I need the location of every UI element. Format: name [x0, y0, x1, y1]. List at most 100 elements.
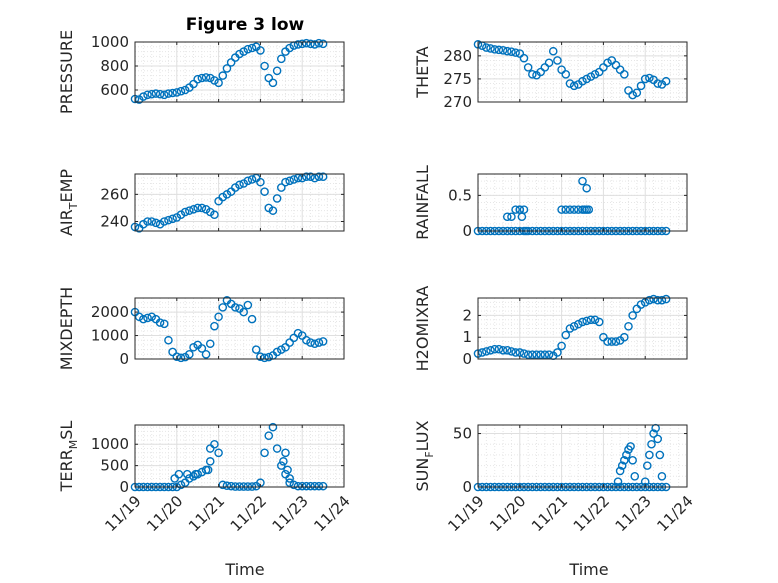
data-point	[164, 215, 173, 225]
data-point	[536, 350, 546, 359]
data-point	[297, 39, 307, 49]
data-point	[645, 73, 654, 83]
data-point	[218, 480, 228, 490]
data-point	[302, 335, 311, 345]
data-point	[268, 422, 278, 432]
data-point	[628, 311, 637, 320]
y-axis-label: THETA	[413, 46, 432, 98]
data-point	[281, 177, 290, 187]
data-point	[603, 337, 612, 346]
x-tick-label: 11/19	[444, 492, 487, 535]
data-point	[285, 338, 294, 347]
data-point	[176, 86, 186, 96]
data-point	[626, 442, 635, 451]
data-point	[168, 214, 177, 224]
data-point	[247, 43, 257, 53]
data-point	[214, 78, 223, 88]
data-point	[264, 73, 274, 83]
y-axis-label: MIXDEPTH	[57, 287, 76, 370]
data-point	[272, 66, 282, 76]
data-point	[502, 212, 512, 222]
data-point	[574, 319, 583, 329]
data-point	[205, 73, 215, 83]
data-point	[594, 317, 604, 327]
data-point	[620, 332, 629, 342]
chart-panel-6: 0 1 2 H2OMIXRA	[413, 286, 688, 371]
data-point	[260, 448, 269, 458]
data-point	[515, 49, 525, 58]
data-point	[511, 205, 520, 214]
y-tick-label: 600	[100, 81, 129, 99]
data-point	[134, 312, 144, 322]
data-point	[205, 457, 215, 466]
data-point	[164, 89, 173, 98]
data-point	[624, 86, 633, 95]
data-point	[174, 469, 184, 479]
data-point	[615, 466, 625, 476]
data-point	[201, 73, 211, 82]
data-point	[490, 344, 500, 354]
data-point	[314, 481, 324, 491]
data-point	[197, 73, 207, 83]
data-point	[243, 176, 253, 186]
data-point	[318, 39, 328, 49]
data-point	[155, 89, 165, 99]
data-point	[151, 218, 161, 228]
data-point	[553, 348, 562, 357]
axes-box	[134, 41, 345, 103]
data-point	[247, 314, 257, 324]
y-tick-label: 0	[119, 478, 129, 496]
data-point	[180, 85, 190, 95]
data-point	[582, 74, 591, 84]
data-point	[314, 38, 324, 48]
data-point	[260, 353, 269, 363]
data-point	[272, 444, 282, 453]
data-point	[569, 81, 579, 91]
data-point	[243, 300, 253, 310]
y-tick-label: 0.5	[448, 186, 472, 204]
data-point	[260, 187, 269, 196]
data-point	[268, 206, 278, 215]
data-point	[502, 345, 512, 355]
data-point	[582, 183, 591, 193]
data-point	[557, 205, 566, 214]
y-tick-label: 1000	[91, 435, 129, 453]
data-point	[532, 350, 541, 359]
data-point	[201, 350, 211, 359]
data-point	[607, 56, 617, 65]
data-point	[653, 434, 663, 444]
chart-panel-4: 0 0.5 RAINFALL	[413, 165, 688, 240]
data-point	[528, 350, 537, 359]
data-point	[318, 172, 328, 182]
y-tick-label: 0	[462, 350, 472, 368]
data-point	[214, 312, 223, 322]
y-tick-label: 240	[100, 213, 129, 231]
data-point	[189, 204, 198, 214]
data-point	[172, 352, 182, 361]
data-point	[293, 40, 303, 49]
data-point	[310, 339, 320, 349]
y-tick-label: 270	[443, 93, 472, 111]
data-point	[586, 315, 596, 325]
data-point	[172, 88, 182, 97]
data-point	[306, 338, 315, 347]
data-point	[565, 324, 575, 333]
data-point	[645, 450, 654, 460]
data-point	[486, 345, 495, 355]
data-point	[168, 88, 177, 98]
data-point	[653, 295, 663, 305]
data-point	[256, 177, 265, 187]
data-point	[540, 63, 550, 72]
data-point	[540, 350, 550, 359]
data-point	[486, 44, 495, 53]
data-point	[302, 172, 311, 182]
data-point	[226, 58, 236, 67]
data-point	[494, 45, 504, 55]
data-point	[607, 337, 617, 346]
y-tick-label: 260	[100, 185, 129, 203]
data-point	[205, 339, 215, 349]
data-point	[276, 183, 286, 192]
